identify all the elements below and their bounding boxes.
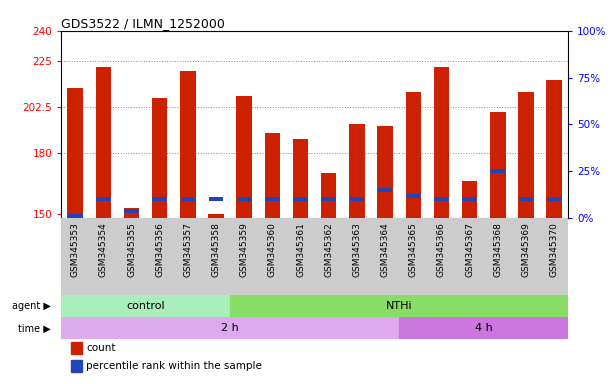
Bar	[95, 67, 111, 218]
Bar	[490, 112, 505, 218]
Bar	[237, 197, 252, 202]
Bar	[546, 79, 562, 218]
Bar	[265, 197, 280, 202]
Bar	[124, 209, 139, 213]
Text: GSM345367: GSM345367	[465, 222, 474, 277]
Bar	[349, 124, 365, 218]
Text: GSM345358: GSM345358	[211, 222, 221, 277]
Bar	[519, 197, 533, 202]
Bar	[349, 197, 364, 202]
Text: 2 h: 2 h	[221, 323, 239, 333]
Bar	[406, 92, 421, 218]
Bar	[491, 169, 505, 173]
Text: GSM345354: GSM345354	[99, 222, 108, 277]
Text: GSM345366: GSM345366	[437, 222, 446, 277]
Text: GSM345368: GSM345368	[493, 222, 502, 277]
Bar	[265, 132, 280, 218]
Text: 4 h: 4 h	[475, 323, 492, 333]
Bar	[434, 197, 449, 202]
Text: GSM345355: GSM345355	[127, 222, 136, 277]
Bar	[152, 197, 167, 202]
Bar	[547, 197, 562, 202]
Bar	[293, 197, 308, 202]
Text: GSM345356: GSM345356	[155, 222, 164, 277]
Bar	[321, 173, 337, 218]
Text: GSM345369: GSM345369	[521, 222, 530, 277]
Bar	[462, 182, 477, 218]
Text: GSM345353: GSM345353	[71, 222, 79, 277]
Bar	[71, 360, 82, 372]
Bar	[518, 92, 534, 218]
Bar	[406, 194, 420, 198]
Bar	[399, 317, 568, 339]
Text: GSM345359: GSM345359	[240, 222, 249, 277]
Bar	[236, 96, 252, 218]
Text: GSM345363: GSM345363	[353, 222, 362, 277]
Bar	[124, 208, 139, 218]
Bar	[230, 295, 568, 317]
Text: GSM345364: GSM345364	[381, 222, 390, 277]
Text: GSM345357: GSM345357	[183, 222, 192, 277]
Bar	[208, 214, 224, 218]
Bar	[61, 317, 399, 339]
Text: agent ▶: agent ▶	[12, 301, 51, 311]
Text: control: control	[126, 301, 165, 311]
Text: GSM345360: GSM345360	[268, 222, 277, 277]
Bar	[152, 98, 167, 218]
Text: GSM345365: GSM345365	[409, 222, 418, 277]
Bar	[180, 71, 196, 218]
Bar	[71, 342, 82, 354]
Text: GSM345370: GSM345370	[550, 222, 558, 277]
Bar	[463, 197, 477, 202]
Bar	[61, 295, 230, 317]
Bar	[321, 197, 336, 202]
Text: GDS3522 / ILMN_1252000: GDS3522 / ILMN_1252000	[61, 17, 225, 30]
Bar	[434, 67, 449, 218]
Text: percentile rank within the sample: percentile rank within the sample	[87, 361, 262, 371]
Bar	[68, 214, 82, 218]
Bar	[67, 88, 83, 218]
Text: time ▶: time ▶	[18, 323, 51, 333]
Text: GSM345361: GSM345361	[296, 222, 305, 277]
Bar	[378, 188, 392, 192]
Text: NTHi: NTHi	[386, 301, 412, 311]
Text: count: count	[87, 343, 116, 353]
Bar	[293, 139, 309, 218]
Bar	[180, 197, 196, 202]
Text: GSM345362: GSM345362	[324, 222, 333, 277]
Bar	[209, 197, 224, 202]
Bar	[378, 126, 393, 218]
Bar	[96, 197, 111, 202]
